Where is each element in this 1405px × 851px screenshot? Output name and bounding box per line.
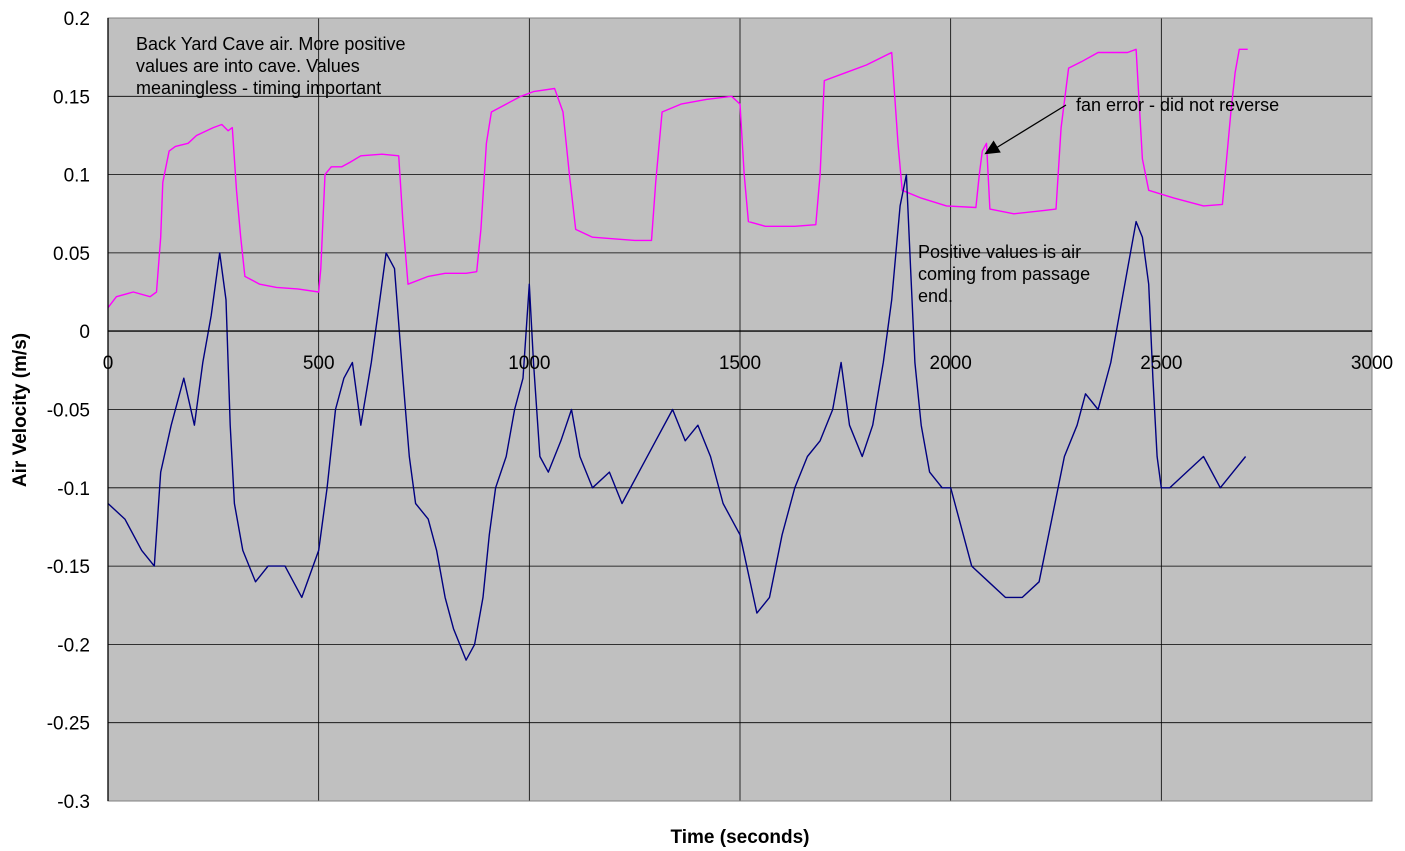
x-tick-label: 500 <box>303 353 335 374</box>
y-tick-label: 0.15 <box>53 87 90 108</box>
annotation-box_note-line: meaningless - timing important <box>136 78 381 98</box>
y-tick-label: 0 <box>79 322 90 343</box>
annotation-positive_note-line: coming from passage <box>918 264 1090 284</box>
x-tick-label: 2500 <box>1140 353 1182 374</box>
annotation-box_note-line: values are into cave. Values <box>136 56 360 76</box>
x-axis-title: Time (seconds) <box>670 827 809 848</box>
annotation-fan_error-line: fan error - did not reverse <box>1076 95 1279 115</box>
x-tick-label: 1000 <box>508 353 550 374</box>
annotation-box_note-line: Back Yard Cave air. More positive <box>136 34 405 54</box>
y-tick-label: -0.25 <box>47 714 90 735</box>
y-axis-title: Air Velocity (m/s) <box>10 333 31 487</box>
y-tick-label: -0.05 <box>47 401 90 422</box>
x-tick-label: 2000 <box>930 353 972 374</box>
y-tick-label: -0.15 <box>47 557 90 578</box>
annotation-positive_note-line: Positive values is air <box>918 242 1081 262</box>
x-tick-label: 3000 <box>1351 353 1393 374</box>
y-tick-label: -0.1 <box>57 479 90 500</box>
y-tick-label: 0.2 <box>64 9 90 30</box>
y-tick-label: -0.3 <box>57 792 90 813</box>
x-tick-label: 1500 <box>719 353 761 374</box>
x-tick-label: 0 <box>103 353 114 374</box>
annotation-positive_note-line: end. <box>918 286 953 306</box>
y-tick-label: 0.1 <box>64 166 90 187</box>
y-tick-label: -0.2 <box>57 635 90 656</box>
y-tick-label: 0.05 <box>53 244 90 265</box>
